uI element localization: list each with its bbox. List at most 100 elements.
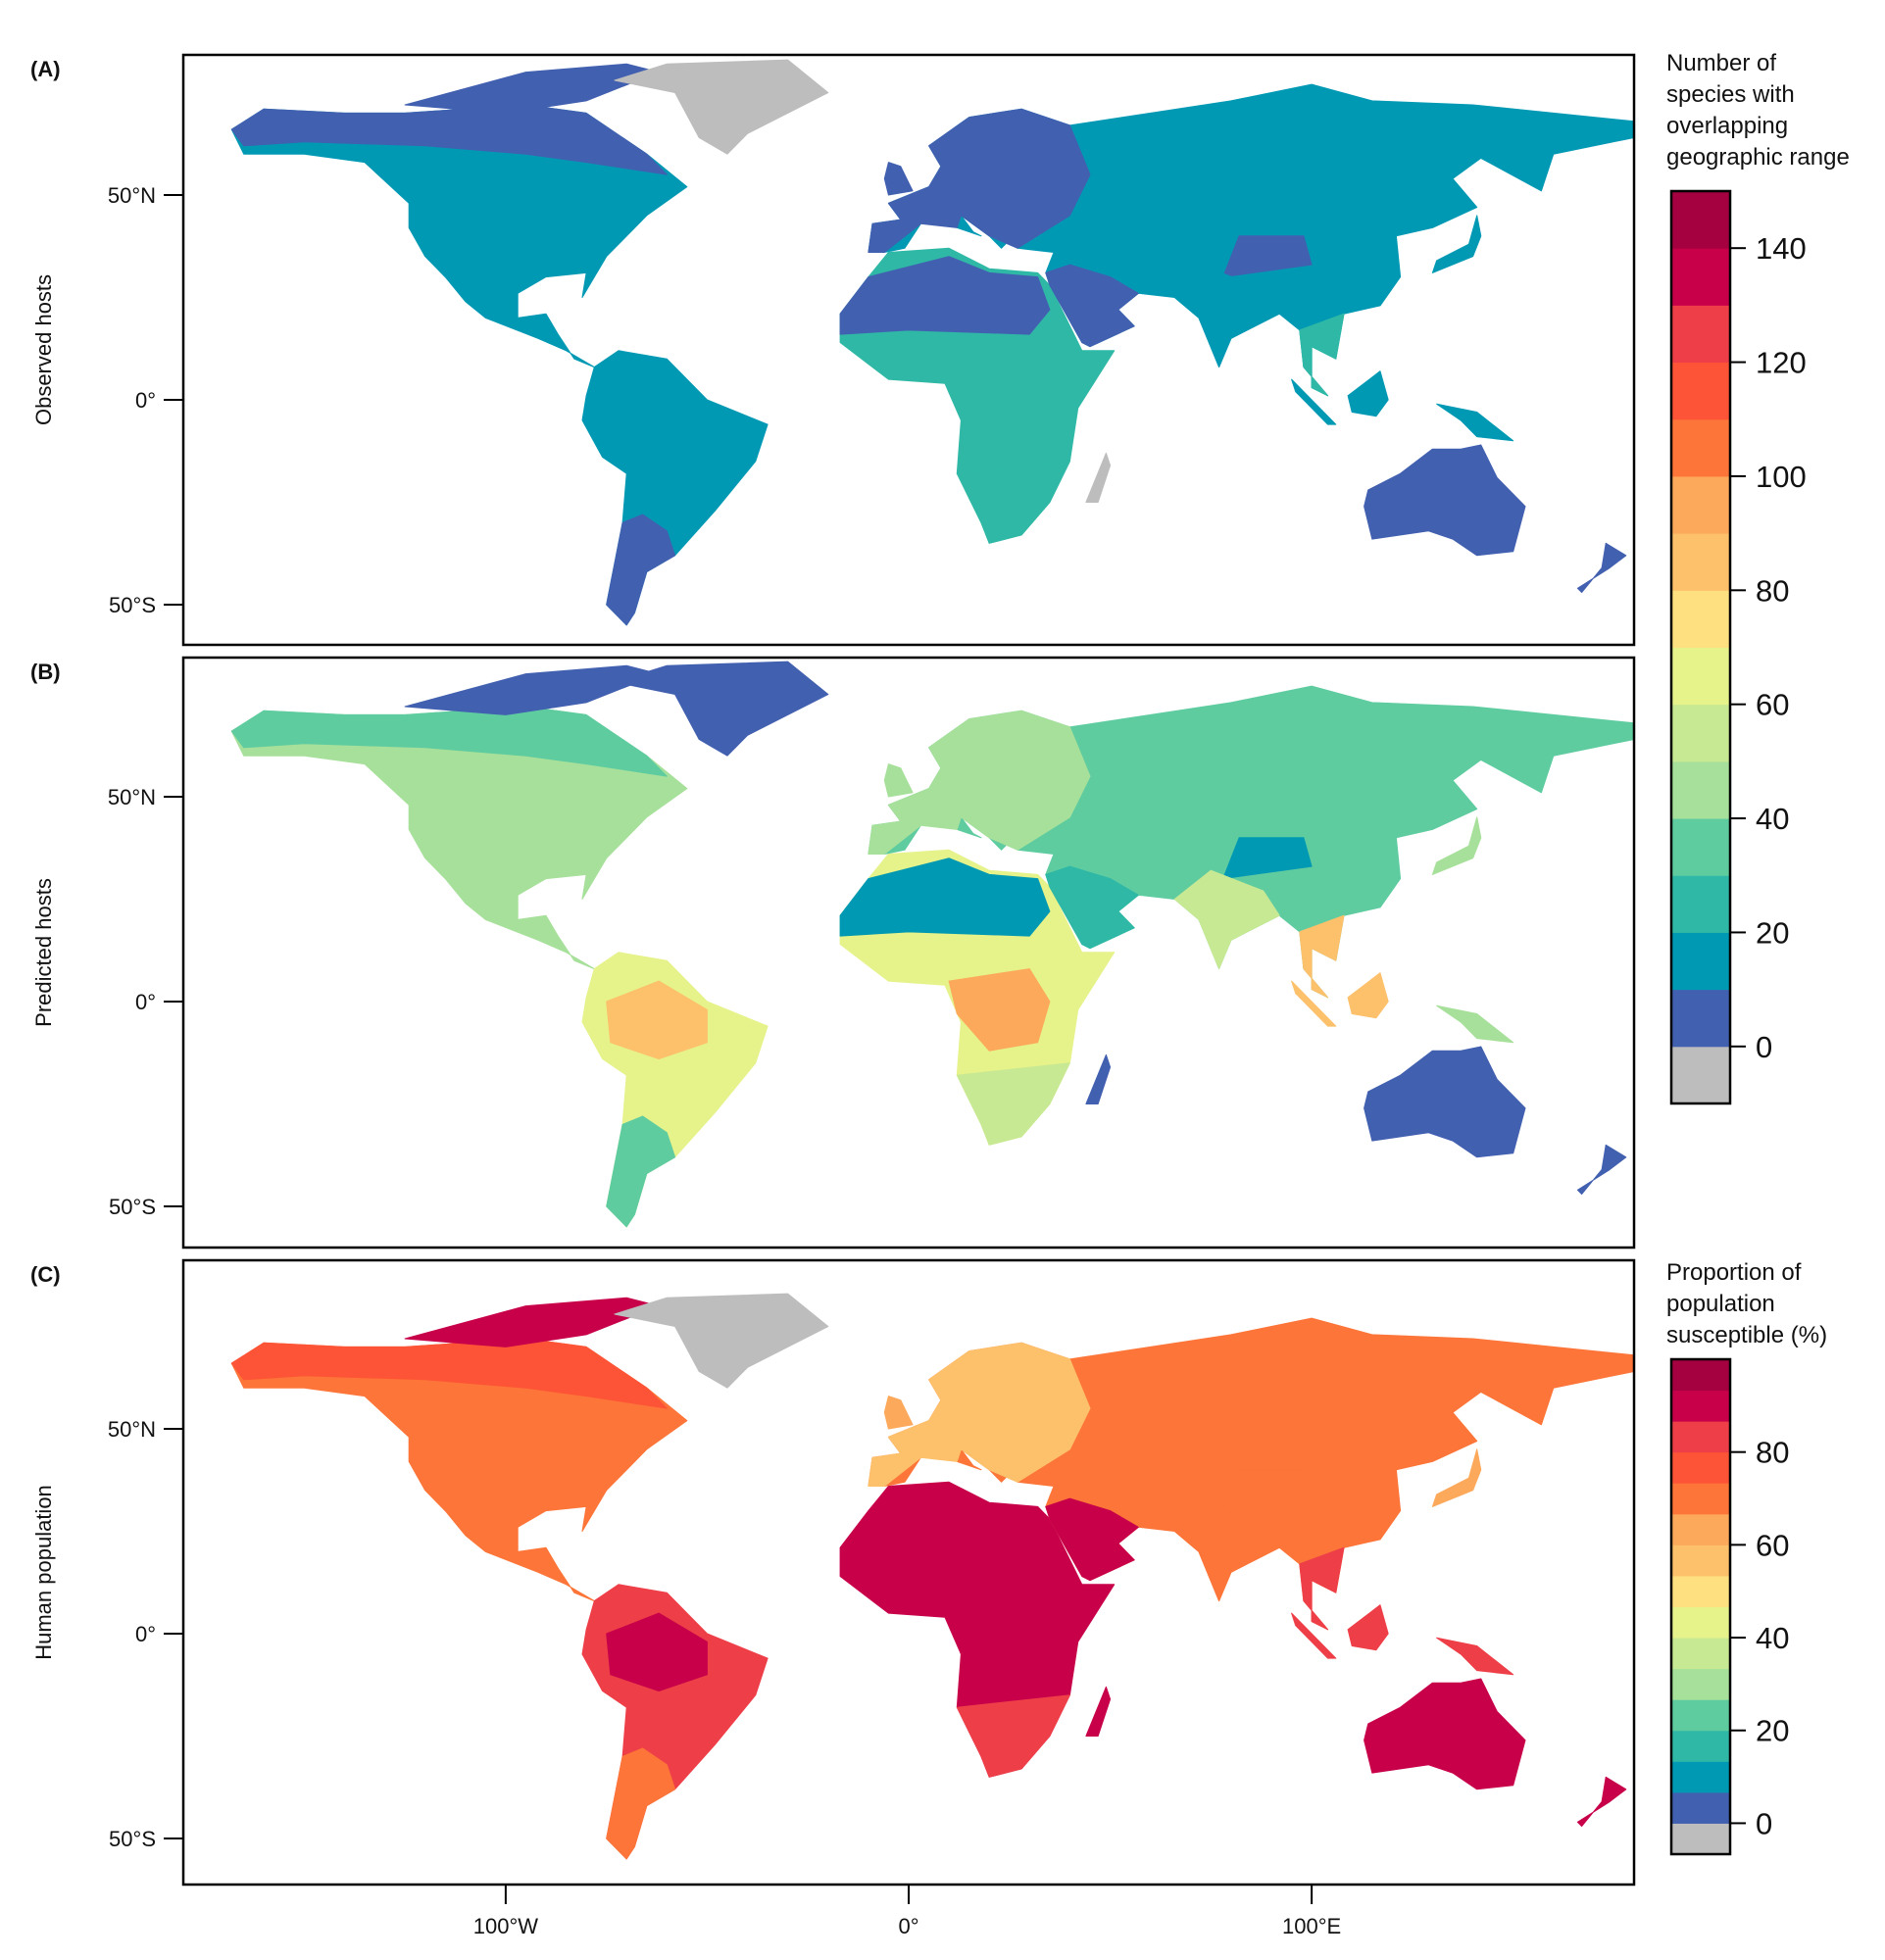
legend-swatch bbox=[1671, 1513, 1730, 1545]
legend-swatch bbox=[1671, 248, 1730, 306]
lat-tick-label: 0° bbox=[135, 1622, 156, 1646]
legend-tick-label: 100 bbox=[1756, 460, 1807, 494]
legend-tick-label: 40 bbox=[1756, 1621, 1789, 1655]
region-arctic bbox=[404, 1297, 660, 1348]
panel-frame bbox=[181, 53, 1636, 647]
legend-swatch bbox=[1671, 1638, 1730, 1670]
region-borneo bbox=[1347, 1604, 1389, 1651]
region-japan bbox=[1431, 1448, 1482, 1507]
legend-tick-label: 20 bbox=[1756, 1714, 1789, 1748]
legend-swatch bbox=[1671, 1359, 1730, 1392]
legend-swatch bbox=[1671, 1730, 1730, 1762]
region-centralAf bbox=[948, 968, 1051, 1052]
legend-title-line: Number of bbox=[1666, 50, 1776, 76]
region-borneo bbox=[1347, 972, 1389, 1019]
legend-swatch bbox=[1671, 1606, 1730, 1639]
region-greenland bbox=[614, 1293, 829, 1389]
legend-swatch bbox=[1671, 1575, 1730, 1607]
legend-swatch bbox=[1671, 1544, 1730, 1577]
legend-swatch bbox=[1671, 191, 1730, 249]
legend-swatch bbox=[1671, 989, 1730, 1048]
panel-label: (B) bbox=[30, 660, 61, 684]
region-uk bbox=[883, 763, 914, 798]
legend-swatch bbox=[1671, 1390, 1730, 1422]
panel-label: (A) bbox=[30, 57, 61, 81]
legend-title-line: geographic range bbox=[1666, 144, 1850, 171]
region-tibet bbox=[1222, 837, 1313, 880]
region-sahara bbox=[839, 256, 1051, 335]
region-arabia bbox=[1045, 264, 1139, 348]
region-arctic bbox=[404, 664, 660, 715]
region-naNorth bbox=[230, 1338, 668, 1409]
legend-swatch bbox=[1671, 875, 1730, 933]
region-saSouth bbox=[606, 1115, 676, 1228]
legend-tick-label: 80 bbox=[1756, 573, 1789, 608]
legend-swatch bbox=[1671, 1699, 1730, 1732]
lon-tick-label: 0° bbox=[898, 1914, 918, 1938]
region-guinea bbox=[1436, 1637, 1514, 1676]
region-sumatra bbox=[1291, 980, 1337, 1027]
legend-swatch bbox=[1671, 932, 1730, 991]
lat-tick-label: 50°N bbox=[108, 183, 156, 208]
legend-tick-label: 0 bbox=[1756, 1806, 1772, 1840]
region-tibet bbox=[1222, 235, 1313, 278]
region-arabia bbox=[1045, 1497, 1139, 1582]
legend-swatch bbox=[1671, 647, 1730, 706]
region-seAsia bbox=[1299, 1546, 1345, 1631]
region-greenland bbox=[614, 661, 829, 757]
legend-swatch bbox=[1671, 362, 1730, 420]
region-india bbox=[1173, 869, 1280, 970]
legend-swatch bbox=[1671, 418, 1730, 477]
legend-frame bbox=[1669, 1357, 1732, 1856]
legend-tick-label: 60 bbox=[1756, 1528, 1789, 1562]
region-seAsia bbox=[1299, 313, 1345, 397]
legend-tick-label: 140 bbox=[1756, 231, 1807, 266]
legend-swatch bbox=[1671, 1791, 1730, 1824]
panel-frame bbox=[181, 656, 1636, 1250]
region-australia bbox=[1364, 444, 1526, 557]
panel-label: (C) bbox=[30, 1262, 61, 1287]
region-nz bbox=[1576, 1144, 1627, 1195]
region-greenland bbox=[614, 59, 829, 155]
legend-tick-label: 0 bbox=[1756, 1030, 1772, 1064]
region-southAf bbox=[956, 461, 1070, 544]
region-saSouth bbox=[606, 514, 676, 626]
region-southAf bbox=[956, 1062, 1070, 1146]
legend-tick-label: 20 bbox=[1756, 915, 1789, 950]
lat-tick-label: 0° bbox=[135, 388, 156, 413]
legend-swatch bbox=[1671, 1046, 1730, 1104]
legend-swatch bbox=[1671, 305, 1730, 364]
region-arabia bbox=[1045, 865, 1139, 950]
colorbar-legend-2: Proportion of population susceptible (%) 0 2… bbox=[1666, 1259, 1827, 1856]
legend-swatch bbox=[1671, 590, 1730, 648]
region-madagascar bbox=[1085, 452, 1112, 503]
legend-title-line: overlapping bbox=[1666, 113, 1788, 139]
region-sahara bbox=[839, 858, 1051, 937]
land-layer bbox=[230, 661, 1634, 1228]
region-japan bbox=[1431, 215, 1482, 273]
legend-swatch bbox=[1671, 1421, 1730, 1453]
land-layer bbox=[230, 1293, 1634, 1860]
lat-tick-label: 50°S bbox=[109, 593, 156, 617]
lon-tick-label: 100°E bbox=[1282, 1914, 1341, 1938]
region-nz bbox=[1576, 542, 1627, 593]
region-europe bbox=[868, 710, 1091, 855]
legend-tick-label: 120 bbox=[1756, 346, 1807, 380]
region-amazon bbox=[606, 980, 708, 1059]
colorbar-legend-1: Number of species with overlapping geograph… bbox=[1666, 50, 1850, 1105]
map-panel-b: (B) Predicted hosts 50°N 0° 50°S bbox=[30, 656, 1636, 1250]
legend-tick-label: 40 bbox=[1756, 802, 1789, 836]
y-axis-title: Human population bbox=[31, 1485, 56, 1660]
region-uk bbox=[883, 1396, 914, 1430]
region-amazon bbox=[606, 1612, 708, 1691]
lat-tick-label: 50°S bbox=[109, 1195, 156, 1219]
legend-title-line: population bbox=[1666, 1291, 1775, 1317]
legend-swatch bbox=[1671, 475, 1730, 534]
region-guinea bbox=[1436, 403, 1514, 442]
map-panel-a: (A) Observed hosts 50°N 0° 50°S bbox=[30, 53, 1636, 647]
region-tibet bbox=[1222, 1469, 1313, 1512]
region-borneo bbox=[1347, 370, 1389, 417]
region-europe bbox=[868, 108, 1091, 253]
legend-title-line: Proportion of bbox=[1666, 1259, 1802, 1286]
